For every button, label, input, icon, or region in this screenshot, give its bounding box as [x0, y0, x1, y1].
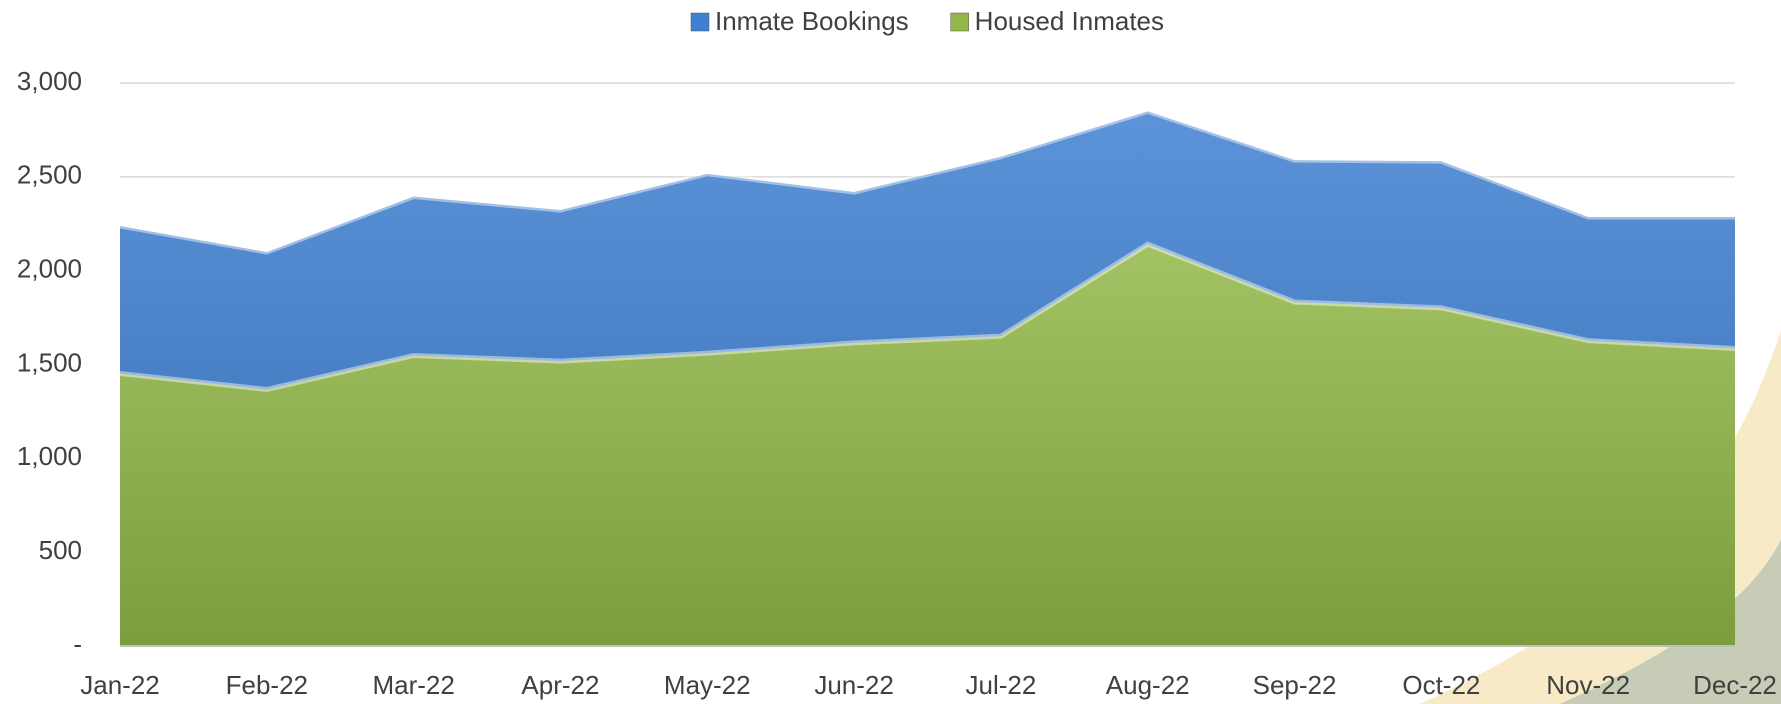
x-tick-label: Jun-22	[814, 670, 894, 700]
chart: - 500 1,000 1,500 2,000 2,500 3,000 Jan-22 Feb-2…	[0, 0, 1781, 704]
y-tick-label: 2,000	[17, 254, 82, 284]
x-tick-label: Jan-22	[80, 670, 160, 700]
y-tick-label: 2,500	[17, 160, 82, 190]
y-tick-label: 1,500	[17, 347, 82, 377]
x-tick-label: Sep-22	[1253, 670, 1337, 700]
x-tick-label: May-22	[664, 670, 751, 700]
x-tick-label: Nov-22	[1546, 670, 1630, 700]
page: {"chart_data": {"type": "area", "categor…	[0, 0, 1781, 704]
legend-swatch	[691, 13, 709, 31]
legend-label: Housed Inmates	[975, 6, 1164, 36]
x-tick-label: Jul-22	[965, 670, 1036, 700]
x-tick-label: Feb-22	[226, 670, 308, 700]
x-tick-label: Mar-22	[372, 670, 454, 700]
x-tick-label: Apr-22	[521, 670, 599, 700]
y-tick-label: 500	[39, 535, 82, 565]
x-tick-label: Aug-22	[1106, 670, 1190, 700]
y-tick-label: 3,000	[17, 66, 82, 96]
y-tick-label: -	[73, 629, 82, 659]
legend-swatch	[951, 13, 969, 31]
x-tick-label: Dec-22	[1693, 670, 1777, 700]
x-tick-label: Oct-22	[1402, 670, 1480, 700]
y-tick-label: 1,000	[17, 441, 82, 471]
legend-label: Inmate Bookings	[715, 6, 909, 36]
